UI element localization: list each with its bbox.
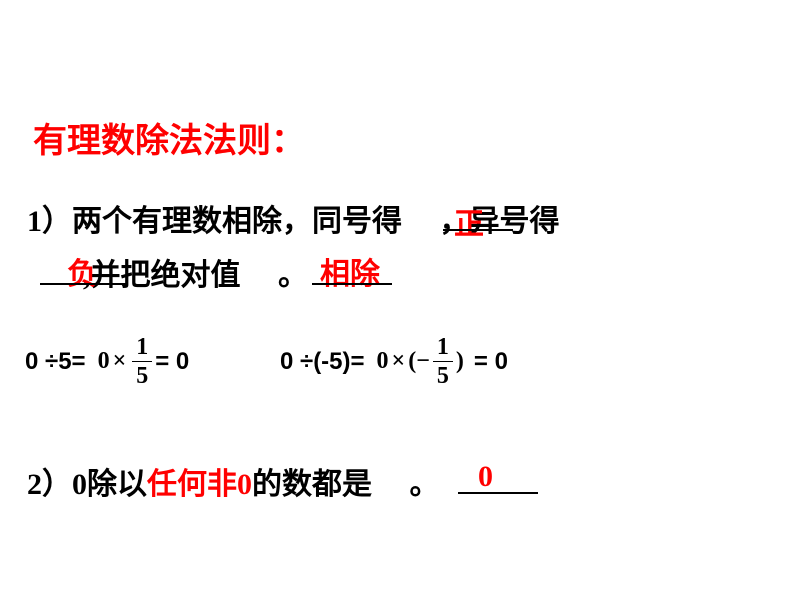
blank2-answer: 负 xyxy=(67,249,97,293)
rule2-part-c: 的数都是 xyxy=(252,468,372,501)
eq1-frac-num: 1 xyxy=(132,335,152,362)
eq2-neg: − xyxy=(416,348,430,375)
eq1-zero: 0 xyxy=(98,348,110,375)
blank4-answer: 0 xyxy=(478,460,493,494)
blank1-answer: 正 xyxy=(454,199,484,243)
eq2-frac-num: 1 xyxy=(433,335,453,362)
blank1-underline xyxy=(443,229,513,231)
eq2-fraction: 1 5 xyxy=(433,335,453,388)
eq2-lparen: ( xyxy=(408,348,416,375)
eq2-result: = 0 xyxy=(474,348,508,376)
rule2-red-text: 任何非0 xyxy=(147,468,252,501)
eq2-rparen: ) xyxy=(456,348,464,375)
eq1-fraction: 1 5 xyxy=(132,335,152,388)
equation-1: 0 ÷5= 0 × 1 5 = 0 xyxy=(25,335,189,388)
eq1-lhs: 0 ÷5= xyxy=(25,348,86,376)
rule2-part-a: 2）0 xyxy=(27,468,87,501)
rule1-part-a: 1）两个有理数相除，同号得 xyxy=(27,205,402,238)
eq1-result: = 0 xyxy=(155,348,189,376)
eq1-frac-den: 5 xyxy=(136,362,148,388)
eq2-frac-den: 5 xyxy=(437,362,449,388)
blank4-underline xyxy=(458,492,538,494)
rule1-part-c: ,并把绝对值 xyxy=(83,259,241,292)
eq1-times: × xyxy=(113,348,127,375)
rule2-part-d: 。 xyxy=(410,468,440,501)
rule2-line: 2）0除以任何非0的数都是 。 xyxy=(27,459,440,503)
blank3-underline xyxy=(312,283,392,285)
eq2-lhs: 0 ÷(-5)= xyxy=(280,348,365,376)
section-title: 有理数除法法则： xyxy=(33,113,305,162)
eq2-times: × xyxy=(392,348,406,375)
blank3-answer: 相除 xyxy=(320,249,380,293)
eq2-zero: 0 xyxy=(377,348,389,375)
rule2-part-b: 除以 xyxy=(87,468,147,501)
equation-2: 0 ÷(-5)= 0 × ( − 1 5 ) = 0 xyxy=(280,335,508,388)
blank2-underline xyxy=(40,283,128,285)
rule1-part-d: 。 xyxy=(278,259,308,292)
